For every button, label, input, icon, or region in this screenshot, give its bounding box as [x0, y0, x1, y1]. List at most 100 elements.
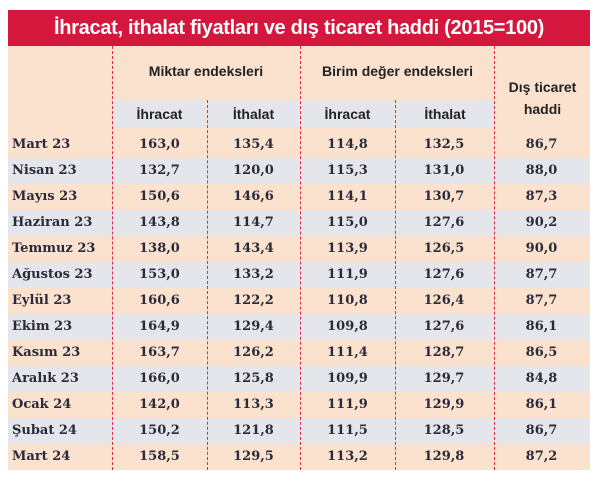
- month-label: Temmuz 23: [12, 241, 96, 256]
- miktar-ihracat: 164,9: [139, 319, 180, 334]
- miktar-ihracat: 132,7: [139, 163, 180, 178]
- birim-ithalat: 127,6: [423, 319, 465, 334]
- dis-ticaret-haddi: 87,2: [525, 449, 558, 464]
- birim-ihracat: 114,8: [327, 137, 368, 152]
- miktar-ihracat: 138,0: [139, 241, 180, 256]
- birim-ithalat: 126,4: [423, 293, 465, 308]
- month-label: Mayıs 23: [12, 189, 78, 204]
- header-dis-ticaret-line2: haddi: [523, 101, 562, 117]
- column-divider: [494, 46, 495, 470]
- birim-ithalat: 129,7: [423, 371, 465, 386]
- table-row: Eylül 23 160,6 122,2 110,8 126,4 87,7: [8, 288, 590, 314]
- birim-ithalat: 127,6: [423, 267, 465, 282]
- miktar-ithalat: 129,5: [233, 449, 274, 464]
- dis-ticaret-haddi: 84,8: [525, 371, 558, 386]
- miktar-ihracat: 150,6: [139, 189, 180, 204]
- miktar-ithalat: 121,8: [233, 423, 274, 438]
- month-label: Nisan 23: [12, 163, 77, 178]
- column-divider: [395, 100, 396, 470]
- miktar-ithalat: 146,6: [233, 189, 274, 204]
- table-title: İhracat, ithalat fiyatları ve dış ticare…: [8, 10, 590, 46]
- birim-ihracat: 114,1: [327, 189, 368, 204]
- miktar-ihracat: 150,2: [139, 423, 180, 438]
- miktar-ihracat: 142,0: [139, 397, 180, 412]
- trade-index-table: İhracat, ithalat fiyatları ve dış ticare…: [8, 10, 590, 470]
- birim-ithalat: 128,5: [423, 423, 465, 438]
- header-birim-ithalat: İthalat: [396, 100, 494, 128]
- miktar-ihracat: 163,0: [139, 137, 180, 152]
- dis-ticaret-haddi: 90,0: [525, 241, 558, 256]
- birim-ihracat: 109,8: [327, 319, 368, 334]
- birim-ithalat: 131,0: [423, 163, 465, 178]
- header-dis-ticaret-haddi: Dış ticaret haddi: [495, 76, 590, 120]
- table-row: Ağustos 23 153,0 133,2 111,9 127,6 87,7: [8, 262, 590, 288]
- miktar-ihracat: 166,0: [139, 371, 180, 386]
- header-birim-deger-endeksleri: Birim değer endeksleri: [322, 63, 473, 79]
- miktar-ithalat: 125,8: [233, 371, 274, 386]
- header-miktar-endeksleri: Miktar endeksleri: [148, 63, 264, 79]
- birim-ithalat: 129,8: [423, 449, 465, 464]
- miktar-ithalat: 120,0: [233, 163, 274, 178]
- header-dis-ticaret-line1: Dış ticaret: [508, 79, 577, 95]
- month-label: Kasım 23: [12, 345, 81, 360]
- column-divider: [300, 46, 301, 470]
- birim-ihracat: 111,5: [327, 423, 368, 438]
- dis-ticaret-haddi: 90,2: [525, 215, 558, 230]
- header-birim-ihracat: İhracat: [301, 100, 394, 128]
- month-label: Şubat 24: [12, 423, 77, 438]
- birim-ihracat: 115,3: [327, 163, 368, 178]
- month-label: Ağustos 23: [12, 267, 93, 282]
- birim-ihracat: 113,9: [327, 241, 368, 256]
- birim-ithalat: 129,9: [423, 397, 465, 412]
- miktar-ihracat: 160,6: [139, 293, 180, 308]
- birim-ihracat: 111,9: [327, 397, 368, 412]
- birim-ihracat: 109,9: [327, 371, 368, 386]
- dis-ticaret-haddi: 87,7: [525, 267, 558, 282]
- month-label: Ocak 24: [12, 397, 72, 412]
- miktar-ithalat: 114,7: [233, 215, 274, 230]
- table-row: Mayıs 23 150,6 146,6 114,1 130,7 87,3: [8, 184, 590, 210]
- table-row: Mart 23 163,0 135,4 114,8 132,5 86,7: [8, 132, 590, 158]
- table-row: Nisan 23 132,7 120,0 115,3 131,0 88,0: [8, 158, 590, 184]
- dis-ticaret-haddi: 86,7: [525, 137, 558, 152]
- dis-ticaret-haddi: 86,7: [525, 423, 558, 438]
- birim-ithalat: 127,6: [423, 215, 465, 230]
- miktar-ihracat: 158,5: [139, 449, 180, 464]
- birim-ihracat: 115,0: [327, 215, 368, 230]
- miktar-ithalat: 129,4: [233, 319, 274, 334]
- table-header: Miktar endeksleri Birim değer endeksleri…: [8, 46, 590, 132]
- miktar-ihracat: 143,8: [139, 215, 180, 230]
- miktar-ithalat: 122,2: [233, 293, 274, 308]
- table-row: Ekim 23 164,9 129,4 109,8 127,6 86,1: [8, 314, 590, 340]
- dis-ticaret-haddi: 88,0: [525, 163, 558, 178]
- birim-ihracat: 113,2: [327, 449, 368, 464]
- birim-ithalat: 128,7: [423, 345, 465, 360]
- header-miktar-ithalat: İthalat: [208, 100, 299, 128]
- month-label: Eylül 23: [12, 293, 72, 308]
- miktar-ithalat: 126,2: [233, 345, 274, 360]
- dis-ticaret-haddi: 86,1: [525, 319, 558, 334]
- table-row: Şubat 24 150,2 121,8 111,5 128,5 86,7: [8, 418, 590, 444]
- month-label: Haziran 23: [12, 215, 93, 230]
- table-body: Mart 23 163,0 135,4 114,8 132,5 86,7 Nisan 23 1…: [8, 132, 590, 470]
- dis-ticaret-haddi: 87,7: [525, 293, 558, 308]
- column-divider: [112, 46, 113, 470]
- dis-ticaret-haddi: 86,5: [525, 345, 558, 360]
- birim-ihracat: 111,9: [327, 267, 368, 282]
- table-row: Haziran 23 143,8 114,7 115,0 127,6 90,2: [8, 210, 590, 236]
- table-row: Aralık 23 166,0 125,8 109,9 129,7 84,8: [8, 366, 590, 392]
- birim-ithalat: 130,7: [423, 189, 465, 204]
- table-row: Ocak 24 142,0 113,3 111,9 129,9 86,1: [8, 392, 590, 418]
- birim-ithalat: 132,5: [423, 137, 465, 152]
- header-miktar-ihracat: İhracat: [113, 100, 206, 128]
- miktar-ithalat: 135,4: [233, 137, 274, 152]
- miktar-ihracat: 153,0: [139, 267, 180, 282]
- miktar-ithalat: 113,3: [233, 397, 274, 412]
- month-label: Aralık 23: [12, 371, 79, 386]
- dis-ticaret-haddi: 87,3: [525, 189, 558, 204]
- month-label: Mart 24: [12, 449, 71, 464]
- table-row: Kasım 23 163,7 126,2 111,4 128,7 86,5: [8, 340, 590, 366]
- birim-ihracat: 110,8: [327, 293, 368, 308]
- column-divider: [207, 100, 208, 470]
- miktar-ithalat: 143,4: [233, 241, 274, 256]
